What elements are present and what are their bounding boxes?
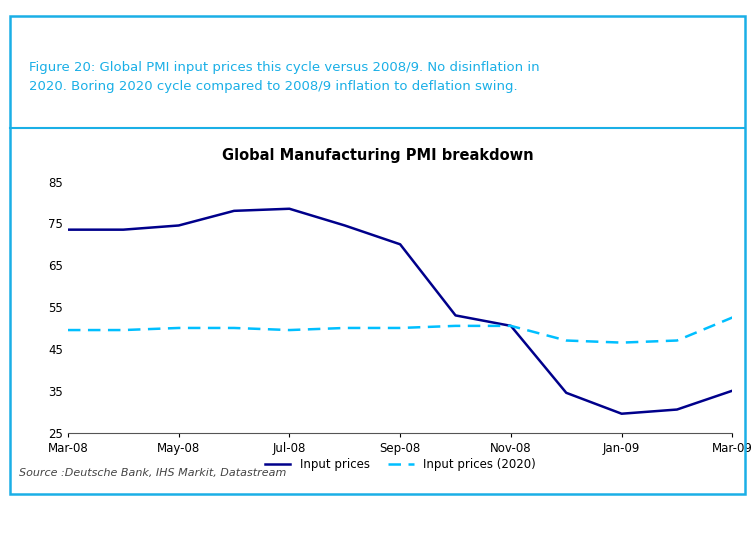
- Legend: Input prices, Input prices (2020): Input prices, Input prices (2020): [260, 453, 541, 476]
- Text: Global Manufacturing PMI breakdown: Global Manufacturing PMI breakdown: [222, 148, 533, 163]
- Text: Figure 20: Global PMI input prices this cycle versus 2008/9. No disinflation in
: Figure 20: Global PMI input prices this …: [29, 61, 539, 93]
- Text: Source :Deutsche Bank, IHS Markit, Datastream: Source :Deutsche Bank, IHS Markit, Datas…: [19, 468, 286, 477]
